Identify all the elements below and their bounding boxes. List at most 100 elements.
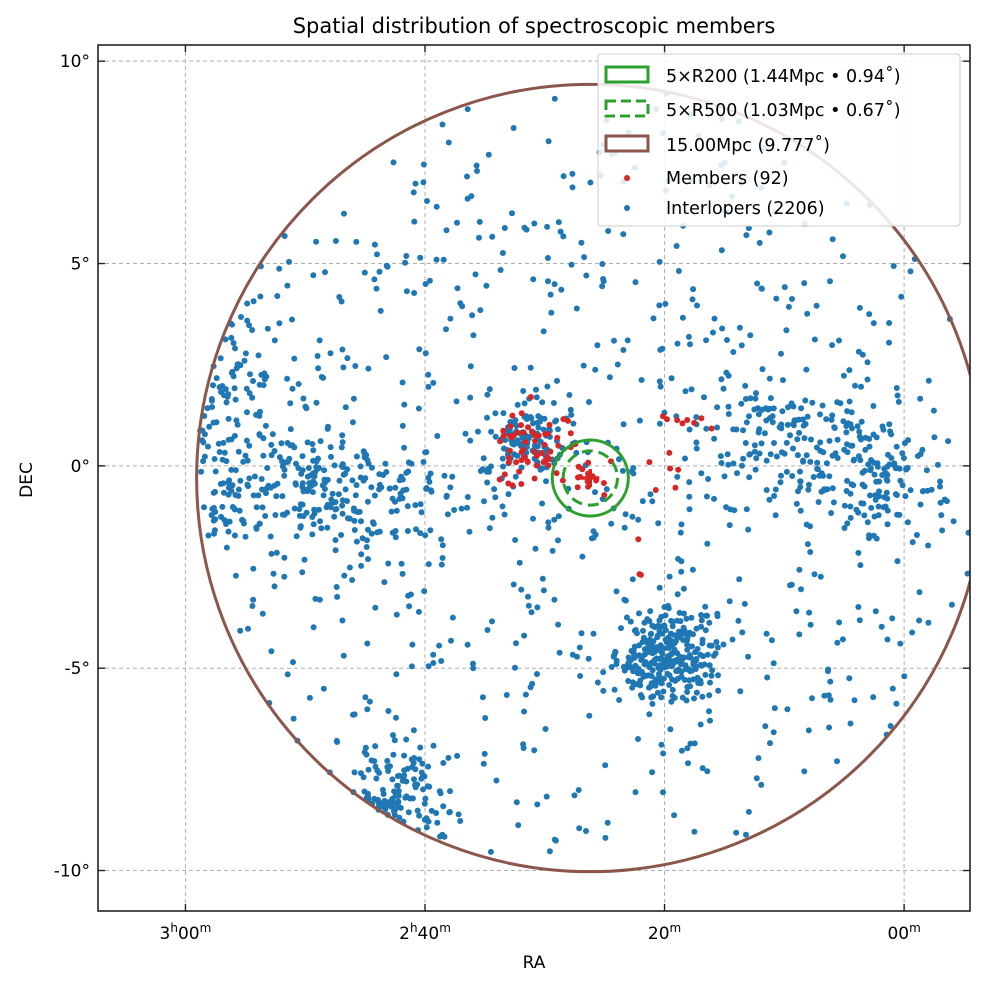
interloper-point [923,467,930,474]
interloper-point [555,219,562,226]
interloper-point [825,692,832,699]
interloper-point [797,484,804,490]
interloper-point [751,442,758,449]
interloper-point [235,486,242,493]
interloper-point [817,573,824,580]
member-point [507,423,514,430]
interloper-point [785,404,791,411]
interloper-point [477,307,484,314]
interloper-point [620,421,627,428]
interloper-point [855,549,862,556]
interloper-point [886,320,893,326]
interloper-point [364,498,371,505]
interloper-point [790,422,797,429]
interloper-point [742,440,749,446]
interloper-point [630,668,637,675]
interloper-point [534,801,541,808]
interloper-point [259,610,266,617]
interloper-point [660,623,667,630]
interloper-point [693,625,700,632]
interloper-point [206,423,213,430]
interloper-point [421,800,428,807]
member-point [516,468,523,475]
interloper-point [333,737,340,744]
interloper-point [665,605,672,612]
interloper-point [893,700,900,707]
interloper-point [403,288,410,295]
interloper-point [778,350,784,357]
interloper-point [761,430,768,437]
interloper-point [578,239,585,246]
interloper-point [276,265,283,272]
interloper-point [638,657,645,663]
interloper-point [770,405,777,412]
interloper-point [686,479,693,486]
interloper-point [327,350,334,357]
interloper-point [529,680,536,687]
member-point [513,459,520,466]
interloper-point [322,269,328,276]
interloper-point [870,431,877,438]
interloper-point [510,581,517,588]
interloper-point [204,405,211,412]
interloper-point [677,653,684,660]
interloper-point [320,374,327,381]
legend-label-interlopers: Interlopers (2206) [666,199,825,219]
interloper-point [664,639,671,646]
interloper-point [702,671,709,678]
interloper-point [364,640,371,647]
interloper-point [532,545,539,552]
interloper-point [454,752,461,759]
member-point [533,462,540,469]
interloper-point [293,533,300,540]
interloper-point [781,284,788,291]
member-point [667,465,674,472]
interloper-point [437,790,444,797]
interloper-point [226,477,233,484]
interloper-point [603,486,610,493]
interloper-point [338,444,345,451]
interloper-point [740,455,747,462]
member-point [509,482,516,489]
interloper-point [657,346,664,353]
interloper-point [244,481,251,488]
interloper-point [224,393,231,400]
chart-title: Spatial distribution of spectroscopic me… [293,14,776,38]
interloper-point [384,263,391,270]
interloper-point [772,512,779,519]
member-point [646,459,653,466]
interloper-point [401,401,408,408]
interloper-point [245,625,251,632]
interloper-point [925,542,932,549]
interloper-point [246,442,253,449]
radius-circles [195,82,970,874]
interloper-point [719,325,726,332]
interloper-point [382,806,389,813]
interloper-point [211,530,217,537]
interloper-point [698,470,705,477]
interloper-point [351,527,358,533]
interloper-point [726,598,733,605]
interloper-point [289,316,295,323]
interloper-point [380,791,387,797]
interloper-point [418,509,425,516]
interloper-point [404,765,411,772]
interloper-point [250,378,256,384]
interloper-point [857,562,864,569]
member-point [635,536,642,543]
interloper-point [309,514,316,520]
interloper-point [851,697,858,704]
interloper-point [724,337,730,343]
interloper-point [514,401,521,408]
interloper-point [592,366,599,373]
interloper-point [231,385,238,392]
interloper-point [299,569,306,576]
interloper-point [500,463,506,470]
interloper-point [634,681,640,688]
interloper-point [687,740,694,747]
interloper-point [879,472,886,478]
interloper-point [405,468,412,475]
member-point [600,480,607,486]
interloper-point [620,347,627,353]
interloper-point [467,394,474,401]
